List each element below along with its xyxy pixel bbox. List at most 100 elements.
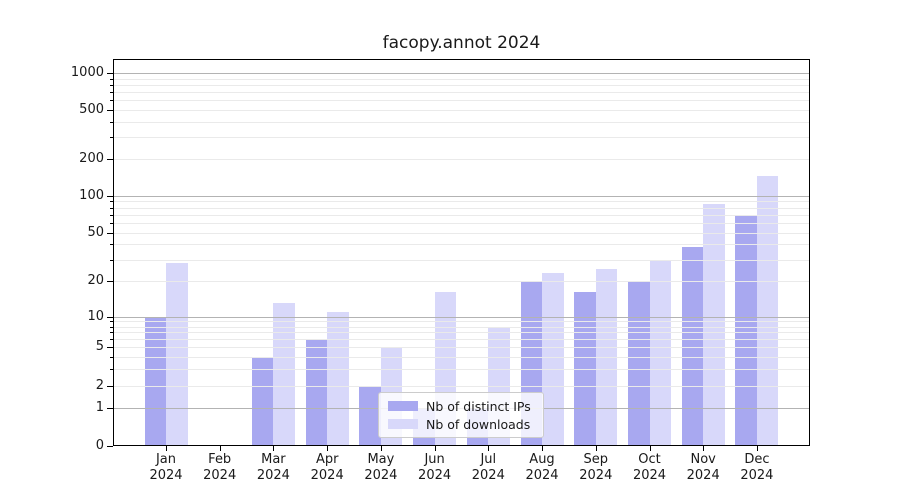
y-tick-label: 2 xyxy=(95,377,104,393)
bar-dec-downloads xyxy=(756,176,779,446)
x-tick-mark xyxy=(327,446,329,451)
y-tick-label: 1000 xyxy=(70,65,104,81)
x-tick-label-year: 2024 xyxy=(686,468,720,483)
x-tick-mark xyxy=(756,446,758,451)
y-minor-tick-mark xyxy=(110,339,113,341)
bar-jan-downloads xyxy=(166,263,188,446)
x-tick-label: Aug 2024 xyxy=(510,452,574,484)
x-tick-mark xyxy=(166,446,167,451)
y-minor-tick-mark xyxy=(110,214,113,216)
y-minor-tick-mark xyxy=(110,244,113,246)
y-tick-mark xyxy=(107,232,113,234)
y-tick-label: 20 xyxy=(87,272,104,288)
bar-apr-downloads xyxy=(327,311,349,446)
y-minor-tick-mark xyxy=(110,85,113,87)
x-tick-mark xyxy=(595,446,597,451)
y-tick-mark xyxy=(107,73,113,75)
y-tick-mark xyxy=(107,159,113,160)
bar-mar-downloads xyxy=(273,303,295,446)
y-tick-mark xyxy=(107,445,113,447)
gridline-minor xyxy=(113,244,810,246)
gridline-minor xyxy=(113,110,810,111)
x-tick-label: Dec 2024 xyxy=(725,452,789,484)
bar-apr-distinct-ips xyxy=(305,339,328,446)
y-tick-label: 10 xyxy=(87,308,104,324)
y-tick-label: 100 xyxy=(79,187,104,203)
x-tick-mark xyxy=(219,446,221,451)
x-tick-label-year: 2024 xyxy=(740,468,774,483)
gridline-minor xyxy=(113,232,810,234)
gridline-minor xyxy=(113,339,810,341)
gridline-minor xyxy=(113,137,810,139)
bar-may-distinct-ips xyxy=(359,385,381,446)
gridline-major xyxy=(113,316,810,318)
bar-aug-downloads xyxy=(542,273,564,446)
gridline-minor xyxy=(113,214,810,216)
gridline-major xyxy=(113,73,810,75)
x-tick-label: Sep 2024 xyxy=(564,452,628,484)
x-tick-label: Apr 2024 xyxy=(295,452,359,484)
x-tick-label-year: 2024 xyxy=(471,468,505,483)
x-tick-mark xyxy=(273,446,275,451)
y-minor-tick-mark xyxy=(110,78,113,80)
gridline-minor xyxy=(113,280,810,282)
y-tick-mark xyxy=(107,408,113,410)
y-tick-label: 200 xyxy=(79,151,104,166)
y-minor-tick-mark xyxy=(110,368,113,370)
y-minor-tick-mark xyxy=(110,332,113,334)
gridline-minor xyxy=(113,159,810,160)
gridline-minor xyxy=(113,259,810,261)
x-tick-label-year: 2024 xyxy=(203,468,237,483)
y-minor-tick-mark xyxy=(110,92,113,94)
x-tick-label-year: 2024 xyxy=(418,468,452,483)
y-tick-mark xyxy=(107,347,113,349)
gridline-minor xyxy=(113,332,810,334)
x-tick-mark xyxy=(380,446,382,451)
gridline-minor xyxy=(113,121,810,123)
y-minor-tick-mark xyxy=(110,100,113,102)
x-tick-label-year: 2024 xyxy=(364,468,398,483)
x-tick-mark xyxy=(703,446,705,451)
x-tick-label: Feb 2024 xyxy=(188,452,252,484)
y-minor-tick-mark xyxy=(110,321,113,323)
legend-label-downloads: Nb of downloads xyxy=(426,416,531,432)
y-minor-tick-mark xyxy=(110,259,113,261)
x-tick-label-year: 2024 xyxy=(310,468,344,483)
x-tick-label: Jan 2024 xyxy=(134,452,198,484)
legend: Nb of distinct IPs Nb of downloads xyxy=(378,392,544,438)
gridline-minor xyxy=(113,201,810,203)
bar-oct-distinct-ips xyxy=(628,280,650,446)
gridline-minor xyxy=(113,385,810,387)
legend-item-downloads: Nb of downloads xyxy=(388,417,543,432)
chart-title: facopy.annot 2024 xyxy=(382,33,541,53)
y-minor-tick-mark xyxy=(110,223,113,224)
gridline-minor xyxy=(113,85,810,87)
gridline-minor xyxy=(113,326,810,328)
y-tick-label: 5 xyxy=(95,339,104,355)
gridline-minor xyxy=(113,356,810,358)
x-tick-mark xyxy=(649,446,651,451)
x-tick-label-year: 2024 xyxy=(579,468,613,483)
x-tick-label: Jul 2024 xyxy=(456,452,520,484)
gridline-minor xyxy=(113,321,810,323)
y-tick-label: 50 xyxy=(87,224,104,240)
y-tick-mark xyxy=(107,280,113,282)
bar-oct-downloads xyxy=(649,259,671,446)
y-minor-tick-mark xyxy=(110,207,113,209)
x-tick-label: Oct 2024 xyxy=(618,452,682,484)
bar-mar-distinct-ips xyxy=(251,356,274,446)
y-tick-mark xyxy=(107,110,113,111)
y-minor-tick-mark xyxy=(110,356,113,358)
y-tick-mark xyxy=(107,195,113,197)
bar-nov-downloads xyxy=(703,204,725,446)
bar-nov-distinct-ips xyxy=(681,247,704,446)
y-tick-label: 500 xyxy=(79,102,104,117)
legend-item-distinct-ips: Nb of distinct IPs xyxy=(388,399,543,414)
x-tick-label-year: 2024 xyxy=(256,468,290,483)
y-tick-mark xyxy=(107,385,113,387)
x-tick-mark xyxy=(434,446,436,451)
y-minor-tick-mark xyxy=(110,137,113,139)
x-tick-label-year: 2024 xyxy=(149,468,183,483)
bar-dec-distinct-ips xyxy=(735,214,757,446)
